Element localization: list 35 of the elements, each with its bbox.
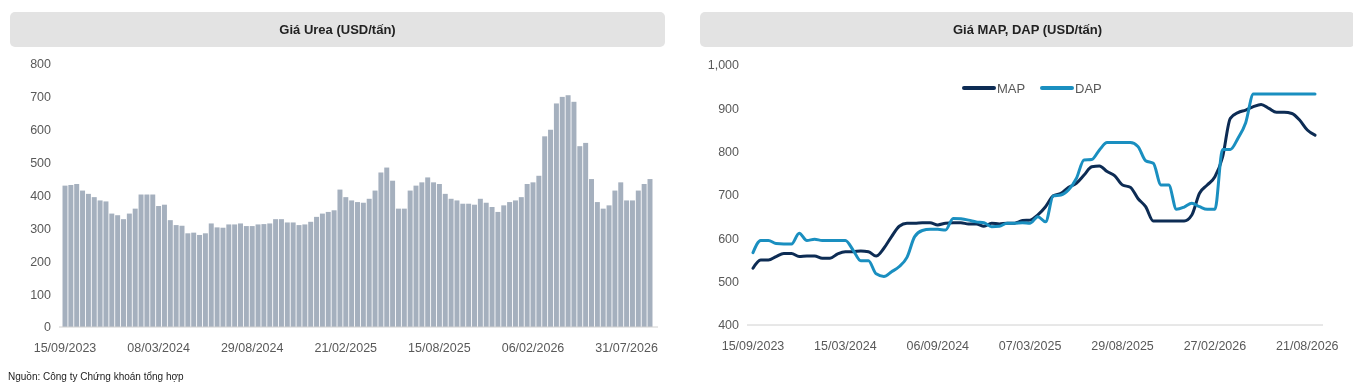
x-tick-label: 31/07/2026	[595, 341, 658, 355]
y-tick-label: 800	[30, 57, 52, 72]
y-tick-label: 300	[30, 221, 52, 236]
y-tick-label: 1,000	[707, 58, 740, 73]
y-tick-label: 600	[718, 231, 740, 246]
x-tick-label: 07/03/2025	[998, 339, 1062, 353]
y-tick-label: 500	[718, 275, 740, 290]
legend-label: DAP	[1075, 80, 1102, 96]
x-tick-label: 29/08/2025	[1091, 339, 1154, 353]
x-tick-label: 21/08/2026	[1276, 339, 1339, 353]
chart-title: Giá MAP, DAP (USD/tấn)	[952, 22, 1103, 37]
x-tick-label: 08/03/2024	[127, 341, 190, 355]
x-tick-label: 06/09/2024	[906, 339, 970, 353]
legend-label: MAP	[997, 80, 1026, 96]
y-tick-label: 700	[718, 188, 740, 203]
x-tick-label: 15/09/2023	[33, 341, 97, 355]
x-tick-label: 15/03/2024	[814, 339, 877, 353]
y-tick-label: 600	[30, 123, 52, 138]
y-tick-label: 400	[718, 318, 740, 333]
y-tick-label: 700	[30, 90, 52, 105]
y-tick-label: 900	[718, 101, 740, 116]
y-tick-label: 200	[30, 254, 52, 269]
y-tick-label: 0	[44, 320, 52, 335]
chart-title: Giá Urea (USD/tấn)	[279, 22, 396, 37]
y-tick-label: 500	[30, 156, 52, 170]
y-tick-label: 100	[30, 287, 52, 302]
x-tick-label: 15/09/2023	[721, 339, 785, 353]
x-tick-label: 15/08/2025	[408, 341, 471, 355]
x-tick-label: 21/02/2025	[314, 341, 378, 355]
x-tick-label: 29/08/2024	[220, 341, 284, 355]
x-tick-label: 27/02/2026	[1183, 339, 1247, 353]
x-tick-label: 06/02/2026	[501, 341, 565, 355]
y-tick-label: 400	[30, 188, 52, 203]
text: Nguồn: Công ty Chứng khoán tổng hợp	[8, 371, 185, 382]
y-tick-label: 800	[718, 145, 740, 160]
